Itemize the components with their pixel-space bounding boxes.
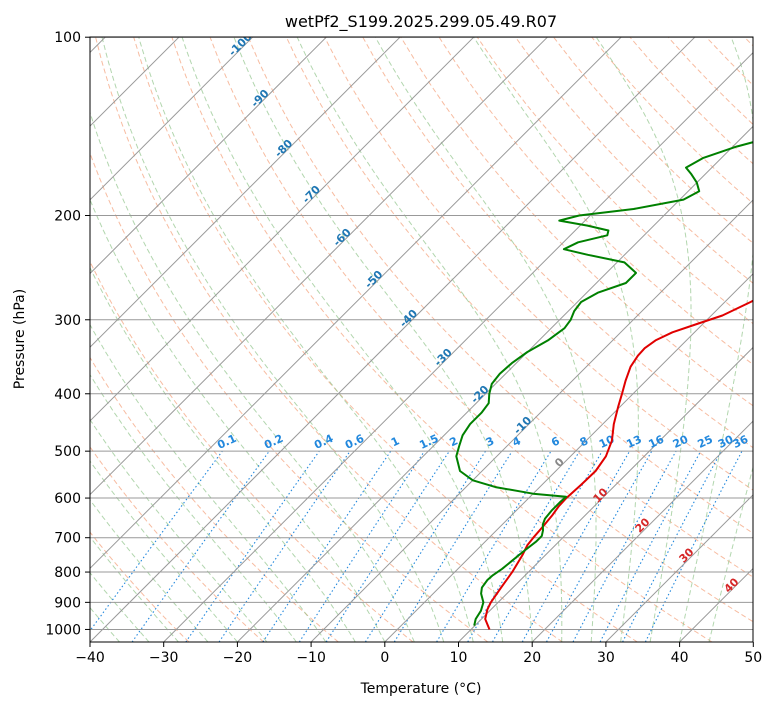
y-tick-label: 500 bbox=[54, 444, 81, 460]
y-tick-label: 200 bbox=[54, 208, 81, 224]
x-tick-label: 20 bbox=[523, 650, 541, 666]
x-tick-label: −20 bbox=[223, 650, 253, 666]
x-tick-label: 0 bbox=[380, 650, 389, 666]
y-tick-label: 800 bbox=[54, 565, 81, 581]
isotherm-line bbox=[753, 37, 775, 642]
x-tick-label: −10 bbox=[296, 650, 326, 666]
x-axis-label: Temperature (°C) bbox=[360, 681, 482, 697]
y-tick-label: 600 bbox=[54, 491, 81, 507]
y-tick-label: 100 bbox=[54, 30, 81, 46]
y-tick-label: 300 bbox=[54, 313, 81, 329]
x-tick-label: −40 bbox=[75, 650, 105, 666]
y-axis-label: Pressure (hPa) bbox=[12, 289, 28, 389]
y-tick-label: 1000 bbox=[45, 622, 81, 638]
x-tick-label: 40 bbox=[671, 650, 689, 666]
x-tick-label: 50 bbox=[744, 650, 762, 666]
x-tick-label: −30 bbox=[149, 650, 179, 666]
x-tick-label: 30 bbox=[597, 650, 615, 666]
y-tick-label: 400 bbox=[54, 387, 81, 403]
x-tick-label: 10 bbox=[450, 650, 468, 666]
y-tick-label: 700 bbox=[54, 531, 81, 547]
y-tick-label: 900 bbox=[54, 595, 81, 611]
chart-title: wetPf2_S199.2025.299.05.49.R07 bbox=[285, 12, 557, 32]
